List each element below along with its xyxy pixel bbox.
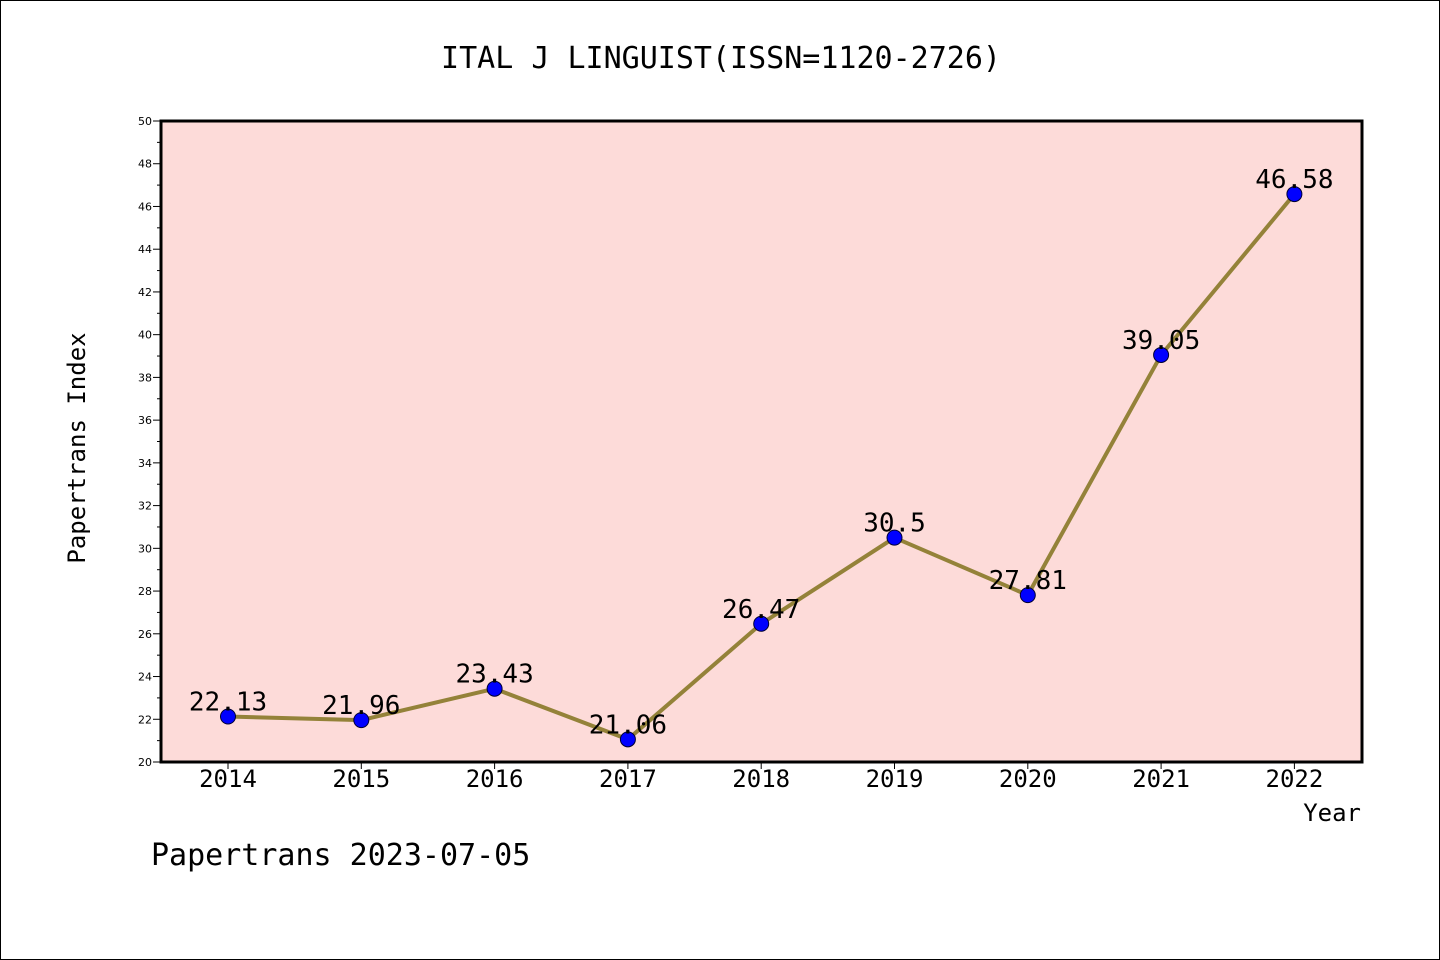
data-point: [486, 680, 503, 697]
data-label: 46.58: [1255, 165, 1333, 195]
data-label: 22.13: [189, 687, 267, 717]
y-tick-label: 22: [138, 713, 152, 726]
data-label: 30.5: [863, 509, 926, 539]
data-point: [619, 731, 636, 748]
data-point: [220, 708, 236, 725]
y-tick-label: 32: [138, 500, 152, 513]
x-tick-label: 2019: [866, 765, 924, 793]
y-tick-label: 50: [138, 115, 152, 128]
data-point: [1019, 587, 1036, 604]
footer-credit: Papertrans 2023-07-05: [151, 838, 530, 873]
data-label: 39.05: [1122, 326, 1200, 356]
x-tick-label: 2020: [999, 765, 1057, 793]
y-tick-label: 46: [138, 200, 152, 213]
y-tick-label: 44: [138, 243, 152, 256]
y-tick-label: 48: [138, 158, 152, 171]
data-point: [753, 615, 770, 632]
data-label: 23.43: [455, 660, 533, 690]
y-tick-label: 40: [138, 329, 152, 342]
x-tick-label: 2014: [199, 765, 257, 793]
x-tick-label: 2015: [332, 765, 390, 793]
y-tick-label: 30: [138, 542, 152, 555]
data-point: [1286, 186, 1303, 203]
data-label: 21.96: [322, 691, 400, 721]
x-axis: 2014 2015 2016 2017 2018 2019 2020 2021 2022: [199, 762, 1323, 793]
y-tick-label: 42: [138, 286, 152, 299]
y-axis-title: Papertrans Index: [63, 332, 91, 563]
y-tick-label: 38: [138, 371, 152, 384]
x-tick-label: 2022: [1266, 765, 1324, 793]
y-tick-label: 24: [138, 671, 152, 684]
x-axis-title: Year: [1303, 799, 1361, 827]
y-tick-label: 26: [138, 628, 152, 641]
y-tick-label: 36: [138, 414, 152, 427]
data-point: [1153, 346, 1170, 363]
x-tick-label: 2021: [1132, 765, 1190, 793]
y-tick-label: 34: [138, 457, 152, 470]
data-point: [886, 529, 903, 546]
chart-title: ITAL J LINGUIST(ISSN=1120-2726): [441, 41, 1001, 76]
y-tick-label: 28: [138, 585, 152, 598]
data-label: 21.06: [589, 710, 667, 740]
data-point: [353, 712, 370, 729]
data-label: 26.47: [722, 595, 800, 625]
y-tick-label: 20: [138, 756, 152, 769]
series-layer: [220, 186, 1303, 748]
data-label-layer: 22.13 21.96 23.43 21.06 26.47 30.5 27.81 39.05 4…: [189, 165, 1334, 740]
x-tick-label: 2017: [599, 765, 657, 793]
y-axis: 20 22 24 26 28 30 32 34 36 38 40 42 44 46 48 50: [138, 115, 161, 769]
data-label: 27.81: [989, 566, 1067, 596]
plot-area: [159, 119, 1364, 764]
x-tick-label: 2016: [466, 765, 524, 793]
x-tick-label: 2018: [732, 765, 790, 793]
